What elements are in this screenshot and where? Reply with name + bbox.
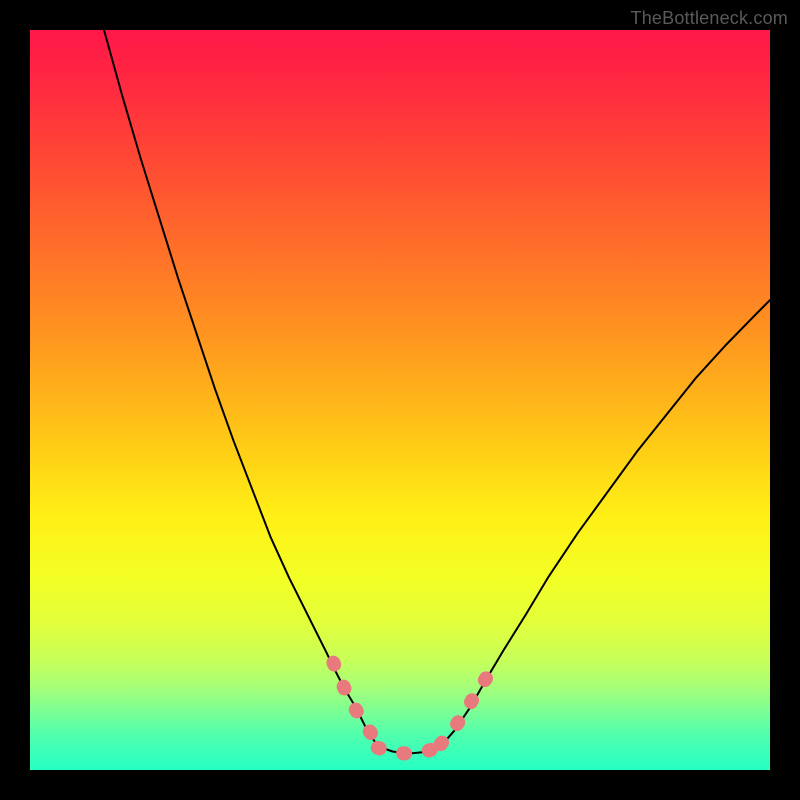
bottleneck-curve-left bbox=[104, 30, 378, 746]
curve-layer bbox=[30, 30, 770, 770]
chart-canvas: TheBottleneck.com bbox=[0, 0, 800, 800]
watermark-text: TheBottleneck.com bbox=[631, 8, 788, 29]
highlight-segment-left bbox=[333, 663, 375, 739]
plot-area bbox=[30, 30, 770, 770]
highlight-segment-right bbox=[441, 665, 494, 744]
